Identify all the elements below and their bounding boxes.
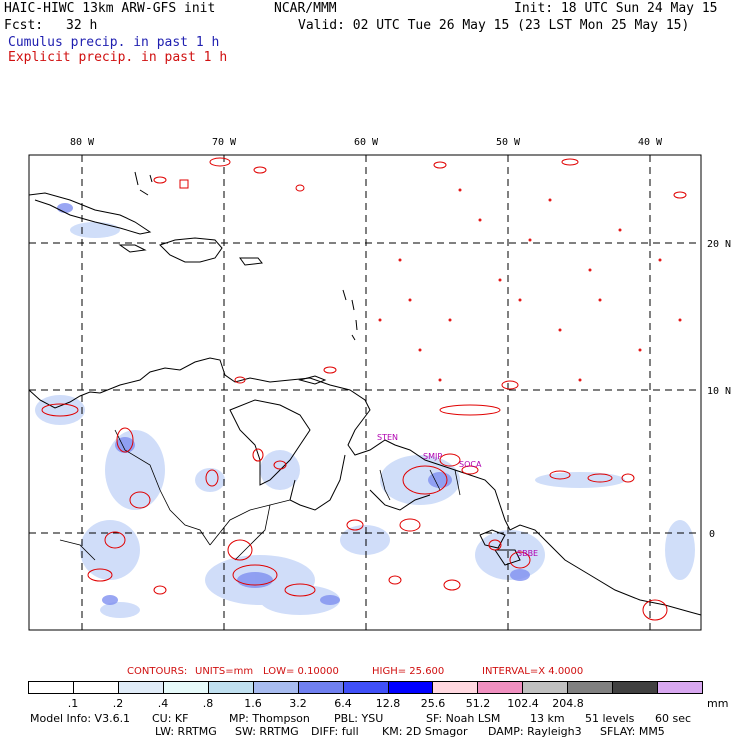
explicit-contours bbox=[41, 157, 687, 621]
precip-map: 80 W 70 W 60 W 50 W 40 W 20 N 10 N 0 STE… bbox=[28, 137, 731, 631]
station-label: SMJP bbox=[423, 452, 442, 461]
footer-mp: MP: Thompson bbox=[229, 712, 310, 725]
scale-label: 102.4 bbox=[507, 697, 539, 710]
scale-swatch bbox=[658, 682, 703, 693]
footer-cu: CU: KF bbox=[152, 712, 189, 725]
scale-label: .8 bbox=[202, 697, 214, 710]
scale-label: 51.2 bbox=[465, 697, 491, 710]
scale-label: .2 bbox=[112, 697, 124, 710]
contours-low: LOW= 0.10000 bbox=[263, 666, 339, 677]
scale-swatch bbox=[568, 682, 614, 693]
scale-swatch bbox=[343, 682, 389, 693]
scale-swatch bbox=[298, 682, 344, 693]
init-time: Init: 18 UTC Sun 24 May 15 bbox=[514, 1, 718, 16]
color-scale-bar bbox=[28, 681, 703, 694]
footer-pbl: PBL: YSU bbox=[334, 712, 384, 725]
scale-swatch bbox=[433, 682, 479, 693]
footer-res: 13 km bbox=[530, 712, 565, 725]
footer-timestep: 60 sec bbox=[655, 712, 692, 725]
footer-sw: SW: RRTMG bbox=[235, 725, 299, 738]
scale-swatch bbox=[208, 682, 254, 693]
forecast-label: Fcst: bbox=[4, 18, 44, 33]
scale-label: 1.6 bbox=[244, 697, 262, 710]
scale-label: 3.2 bbox=[289, 697, 307, 710]
lat-label: 10 N bbox=[707, 386, 731, 397]
footer-diff: DIFF: full bbox=[311, 725, 359, 738]
footer-lw: LW: RRTMG bbox=[155, 725, 217, 738]
lat-label: 20 N bbox=[707, 239, 731, 250]
scale-swatch bbox=[388, 682, 434, 693]
scale-swatch bbox=[478, 682, 524, 693]
model-title: HAIC-HIWC 13km ARW-GFS init bbox=[4, 1, 216, 16]
country-borders bbox=[59, 429, 461, 561]
forecast-hour: 32 h bbox=[66, 18, 98, 33]
valid-time: Valid: 02 UTC Tue 26 May 15 (23 LST Mon … bbox=[298, 18, 690, 33]
lon-label: 50 W bbox=[496, 137, 521, 148]
lat-lon-grid bbox=[29, 155, 701, 630]
contours-high: HIGH= 25.600 bbox=[372, 666, 445, 677]
scale-swatch bbox=[29, 682, 74, 693]
scale-swatch bbox=[523, 682, 569, 693]
org-label: NCAR/MMM bbox=[274, 1, 337, 16]
contours-units: UNITS=mm bbox=[195, 666, 254, 677]
lat-axis-labels: 20 N 10 N 0 bbox=[707, 239, 731, 540]
lon-label: 70 W bbox=[212, 137, 237, 148]
scale-label: 204.8 bbox=[552, 697, 584, 710]
explicit-cells bbox=[378, 188, 682, 382]
footer-sf: SF: Noah LSM bbox=[426, 712, 501, 725]
footer-km: KM: 2D Smagor bbox=[382, 725, 468, 738]
scale-swatch bbox=[163, 682, 209, 693]
scale-label: 12.8 bbox=[375, 697, 401, 710]
scale-label: 6.4 bbox=[334, 697, 352, 710]
scale-swatch bbox=[253, 682, 299, 693]
scale-swatch bbox=[118, 682, 164, 693]
station-label: STEN bbox=[377, 433, 398, 442]
coastlines bbox=[28, 171, 702, 616]
station-label: SBBE bbox=[517, 549, 538, 558]
footer-damp: DAMP: Rayleigh3 bbox=[488, 725, 582, 738]
scale-label: .4 bbox=[157, 697, 169, 710]
lon-label: 60 W bbox=[354, 137, 379, 148]
scale-swatch bbox=[73, 682, 119, 693]
lat-label: 0 bbox=[709, 529, 715, 540]
explicit-legend: Explicit precip. in past 1 h bbox=[8, 50, 228, 65]
footer-levels: 51 levels bbox=[585, 712, 635, 725]
lon-label: 80 W bbox=[70, 137, 95, 148]
scale-swatch bbox=[613, 682, 659, 693]
cumulus-legend: Cumulus precip. in past 1 h bbox=[8, 35, 220, 50]
contours-interval: INTERVAL=X 4.0000 bbox=[482, 666, 584, 677]
footer-sflay: SFLAY: MM5 bbox=[600, 725, 665, 738]
scale-label: .1 bbox=[67, 697, 79, 710]
contours-label: CONTOURS: bbox=[127, 666, 188, 677]
scale-label: 25.6 bbox=[420, 697, 446, 710]
station-label: SOCA bbox=[459, 460, 482, 469]
footer-model-info: Model Info: V3.6.1 bbox=[30, 712, 131, 725]
lon-axis-labels: 80 W 70 W 60 W 50 W 40 W bbox=[70, 137, 663, 148]
scale-unit: mm bbox=[707, 697, 729, 710]
lon-label: 40 W bbox=[638, 137, 663, 148]
station-labels: STEN SMJP SOCA SBBE bbox=[377, 433, 538, 558]
